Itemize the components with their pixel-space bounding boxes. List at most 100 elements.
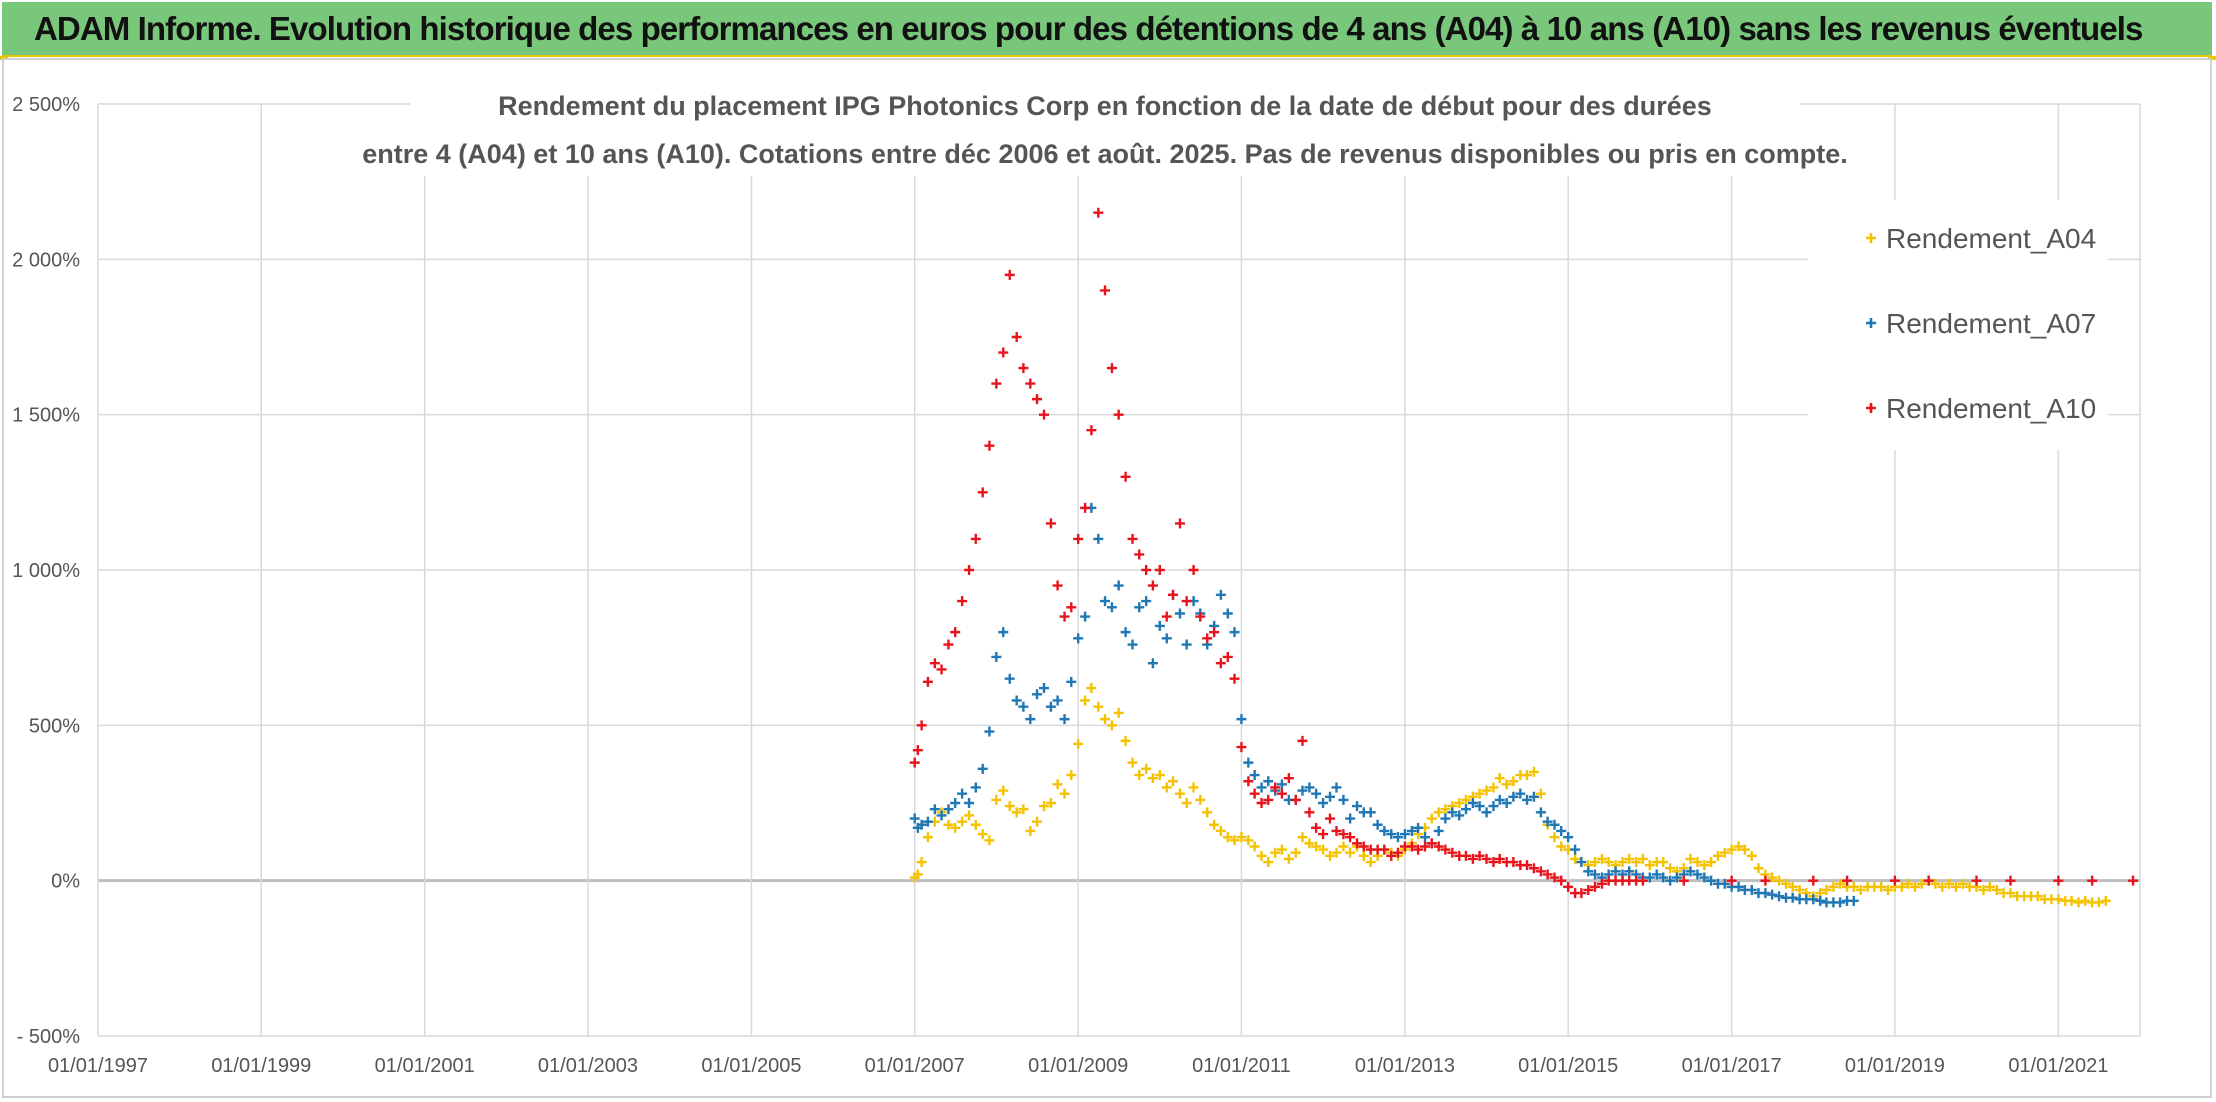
data-point [1127,639,1138,650]
data-point [2066,895,2077,906]
data-point [1549,832,1560,843]
data-point [1086,425,1097,436]
data-point [1563,881,1574,892]
chart-frame [2,58,2212,1098]
data-point [1413,844,1424,855]
data-point [1256,798,1267,808]
data-point [1229,627,1240,638]
data-point [1154,620,1165,631]
data-point [1100,596,1111,607]
data-point [1263,776,1274,787]
data-point [2128,875,2139,886]
data-point [1188,565,1199,575]
data-point [1311,788,1322,799]
data-point [1276,788,1287,799]
data-point [1957,878,1968,889]
y-tick-label: 2 000% [12,249,80,271]
data-point [1746,884,1757,895]
data-point [909,813,920,824]
data-point [1325,791,1335,802]
data-point [1345,832,1356,843]
data-point [1522,770,1533,781]
data-point [1283,853,1294,864]
data-point [2032,891,2043,902]
data-point [1556,841,1567,852]
data-point [1842,875,1853,886]
data-point [970,819,981,830]
chart-title-line-1: Rendement du placement IPG Photonics Cor… [498,91,1712,121]
data-point [970,782,981,793]
data-point [1052,580,1063,591]
data-point [977,487,988,498]
data-point [1535,866,1546,877]
data-point [1474,850,1485,861]
data-point [1481,785,1492,796]
data-point [1311,822,1322,833]
data-point [1318,798,1329,808]
data-point [1276,844,1287,855]
data-point [1570,844,1581,855]
data-point [1243,776,1254,787]
data-point [1685,866,1696,877]
x-tick-label: 01/01/2007 [865,1055,965,1077]
data-point [1454,810,1465,821]
data-point [1889,875,1900,886]
data-point [1290,847,1301,858]
legend-label: Rendement_A10 [1886,393,2096,424]
data-point [1671,872,1682,883]
data-point [1127,533,1138,544]
data-point [922,676,933,687]
data-point [1515,788,1526,799]
data-point [1093,533,1104,544]
data-point [1209,627,1220,638]
data-point [1052,695,1063,706]
data-point [1467,853,1478,864]
data-point [1154,565,1165,575]
data-point [1528,766,1539,777]
data-point [991,378,1002,389]
grid-lines [97,103,2141,1037]
data-point [1147,580,1158,591]
data-point [1018,701,1029,712]
legend-label: Rendement_A07 [1886,308,2096,339]
data-point [922,832,933,843]
data-point [1113,707,1124,718]
data-point [1222,608,1233,619]
data-point [1011,807,1022,818]
data-point [1154,770,1165,781]
data-point [1760,888,1771,899]
data-point [1903,878,1914,889]
data-point [1440,804,1451,815]
data-point [1365,857,1376,868]
data-point [1726,875,1737,886]
data-point [1311,841,1322,852]
data-point [922,816,933,827]
data-point [1815,895,1826,906]
data-point [1222,832,1233,843]
y-tick-label: 0% [51,871,80,893]
data-point [1808,875,1819,886]
data-point [1624,853,1635,864]
data-point [1733,841,1744,852]
data-point [1583,866,1594,877]
data-point [1236,832,1247,843]
data-point [1290,794,1301,805]
data-point [1467,798,1478,808]
data-point [1494,853,1505,864]
axis-labels: - 500% 0% 500% 1 000% 1 500% 2 000% 2 500% 01/0… [12,94,2108,1077]
data-point [1508,776,1519,787]
data-point [950,822,961,833]
data-point [1440,844,1451,855]
data-point [1345,847,1356,858]
data-point [1603,857,1614,868]
data-point [1644,860,1655,871]
data-point [1474,788,1485,799]
data-point [1297,735,1308,746]
data-point [1433,807,1444,818]
data-point [1181,596,1192,607]
data-point [1141,763,1152,774]
data-point [1420,841,1431,852]
data-point [964,810,975,821]
data-point [1297,832,1308,843]
data-point [1161,782,1172,793]
